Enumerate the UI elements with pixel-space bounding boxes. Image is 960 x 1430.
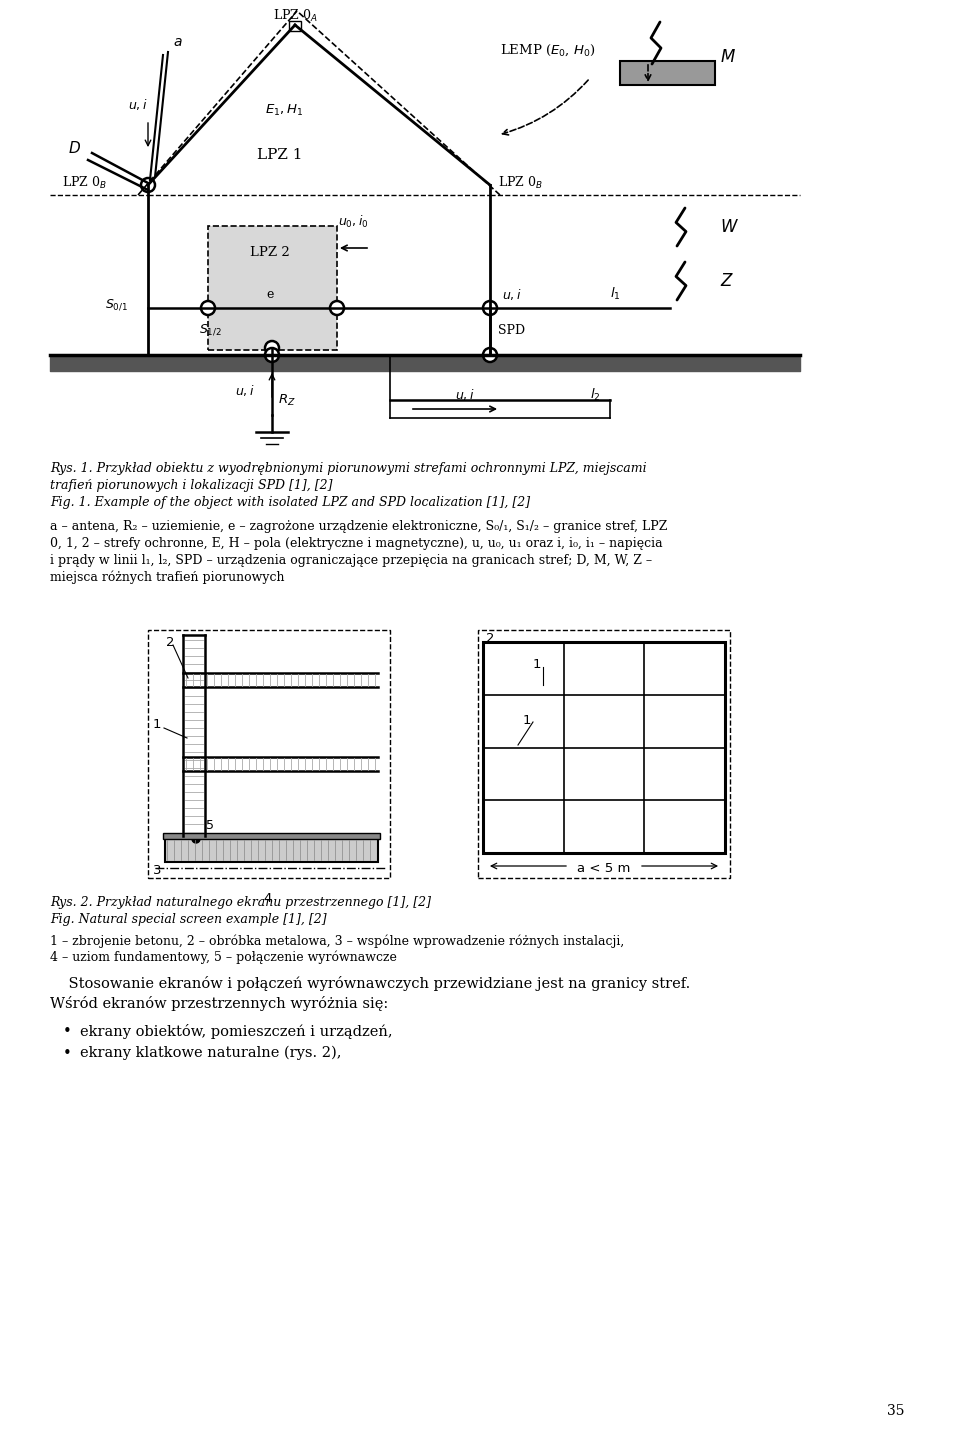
Text: $S_{0/1}$: $S_{0/1}$ [105, 297, 129, 312]
Text: 1 – zbrojenie betonu, 2 – obróbka metalowa, 3 – wspólne wprowadzenie różnych ins: 1 – zbrojenie betonu, 2 – obróbka metalo… [50, 934, 624, 948]
Text: 4: 4 [264, 892, 273, 905]
Text: 1: 1 [153, 718, 161, 732]
Circle shape [141, 177, 155, 192]
Text: $M$: $M$ [720, 50, 736, 67]
Text: 1: 1 [523, 714, 532, 726]
Text: $a$: $a$ [173, 34, 182, 49]
Text: Rys. 2. Przykład naturalnego ekranu przestrzennego [1], [2]: Rys. 2. Przykład naturalnego ekranu prze… [50, 897, 431, 909]
Text: 2: 2 [166, 635, 175, 648]
Text: Stosowanie ekranów i połączeń wyrównawczych przewidziane jest na granicy stref.: Stosowanie ekranów i połączeń wyrównawcz… [50, 977, 690, 991]
Text: $u, i$: $u, i$ [129, 97, 148, 113]
Text: $u, i$: $u, i$ [235, 382, 255, 398]
Text: LPZ 0$_A$: LPZ 0$_A$ [273, 9, 318, 24]
FancyBboxPatch shape [165, 838, 378, 862]
Text: $u, i$: $u, i$ [502, 286, 521, 302]
Circle shape [265, 347, 279, 362]
Text: $S_{1/2}$: $S_{1/2}$ [200, 323, 222, 337]
Circle shape [330, 300, 344, 315]
Text: •: • [62, 1045, 71, 1061]
Text: 5: 5 [206, 819, 214, 832]
Text: 1: 1 [533, 658, 541, 672]
Text: a – antena, R₂ – uziemienie, e – zagrożone urządzenie elektroniczne, S₀/₁, S₁/₂ : a – antena, R₂ – uziemienie, e – zagrożo… [50, 521, 667, 533]
Circle shape [192, 835, 200, 844]
Text: Rys. 1. Przykład obiektu z wyodrębnionymi piorunowymi strefami ochronnymi LPZ, m: Rys. 1. Przykład obiektu z wyodrębnionym… [50, 462, 647, 475]
Text: $l_2$: $l_2$ [590, 388, 601, 403]
Text: LEMP ($E_0$, $H_0$): LEMP ($E_0$, $H_0$) [500, 43, 596, 57]
Text: $D$: $D$ [68, 140, 82, 156]
Text: $u, i$: $u, i$ [455, 388, 475, 402]
Circle shape [201, 300, 215, 315]
FancyBboxPatch shape [289, 21, 301, 31]
Text: LPZ 2: LPZ 2 [251, 246, 290, 259]
Circle shape [483, 347, 497, 362]
Text: •: • [62, 1024, 71, 1040]
Text: 3: 3 [153, 864, 161, 877]
Text: Wśród ekranów przestrzennych wyróżnia się:: Wśród ekranów przestrzennych wyróżnia si… [50, 997, 388, 1011]
Text: $l_1$: $l_1$ [610, 286, 621, 302]
FancyBboxPatch shape [163, 834, 380, 839]
Text: e: e [266, 289, 274, 302]
Text: LPZ 0$_B$: LPZ 0$_B$ [498, 174, 543, 192]
Text: $R_Z$: $R_Z$ [278, 392, 296, 408]
Text: trafień piorunowych i lokalizacji SPD [1], [2]: trafień piorunowych i lokalizacji SPD [1… [50, 479, 332, 492]
Text: SPD: SPD [498, 323, 525, 336]
Text: $W$: $W$ [720, 219, 739, 236]
Text: miejsca różnych trafień piorunowych: miejsca różnych trafień piorunowych [50, 571, 284, 585]
FancyBboxPatch shape [208, 226, 337, 350]
Text: ekrany obiektów, pomieszczeń i urządzeń,: ekrany obiektów, pomieszczeń i urządzeń, [80, 1024, 393, 1040]
Text: $u_0, i_0$: $u_0, i_0$ [338, 214, 369, 230]
Text: a < 5 m: a < 5 m [577, 861, 631, 875]
Text: Fig. Natural special screen example [1], [2]: Fig. Natural special screen example [1],… [50, 912, 326, 927]
Text: 35: 35 [887, 1404, 905, 1419]
Text: LPZ 0$_B$: LPZ 0$_B$ [62, 174, 107, 192]
FancyBboxPatch shape [620, 61, 715, 84]
Text: LPZ 1: LPZ 1 [257, 147, 302, 162]
Text: $Z$: $Z$ [720, 273, 734, 290]
FancyBboxPatch shape [478, 631, 730, 878]
Text: 2: 2 [486, 632, 494, 645]
FancyBboxPatch shape [148, 631, 390, 878]
FancyBboxPatch shape [483, 642, 725, 854]
Text: Fig. 1. Example of the object with isolated LPZ and SPD localization [1], [2]: Fig. 1. Example of the object with isola… [50, 496, 530, 509]
Text: $E_1, H_1$: $E_1, H_1$ [265, 103, 303, 117]
Text: 0, 1, 2 – strefy ochronne, E, H – pola (elektryczne i magnetyczne), u, u₀, u₁ or: 0, 1, 2 – strefy ochronne, E, H – pola (… [50, 538, 662, 551]
Text: 4 – uziom fundamentowy, 5 – połączenie wyrównawcze: 4 – uziom fundamentowy, 5 – połączenie w… [50, 951, 396, 964]
Text: ekrany klatkowe naturalne (rys. 2),: ekrany klatkowe naturalne (rys. 2), [80, 1045, 342, 1061]
Text: i prądy w linii l₁, l₂, SPD – urządzenia ograniczające przepięcia na granicach s: i prądy w linii l₁, l₂, SPD – urządzenia… [50, 553, 652, 568]
Circle shape [483, 300, 497, 315]
Circle shape [265, 340, 279, 355]
